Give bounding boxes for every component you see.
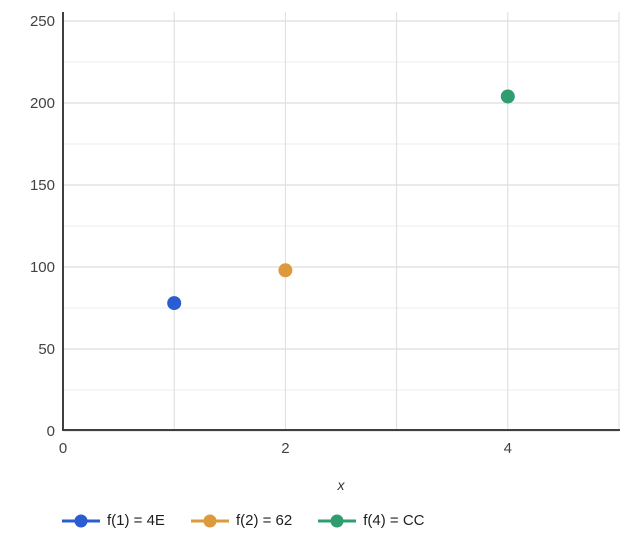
y-tick-label: 150 xyxy=(30,177,55,194)
legend-item: f(2) = 62 xyxy=(190,512,293,529)
legend-item: f(1) = 4E xyxy=(62,512,165,529)
data-point xyxy=(167,296,182,311)
data-point xyxy=(500,89,515,104)
x-tick-label: 0 xyxy=(59,440,67,457)
legend: f(1) = 4E f(2) = 62 f(4) = CC xyxy=(62,512,425,529)
x-tick-label: 4 xyxy=(504,440,512,457)
x-axis-title: x xyxy=(337,477,345,493)
y-tick-label: 0 xyxy=(47,423,55,440)
legend-marker-icon xyxy=(190,514,229,527)
x-tick-label: 2 xyxy=(281,440,289,457)
y-tick-label: 50 xyxy=(38,341,55,358)
data-point xyxy=(278,263,293,278)
legend-label: f(2) = 62 xyxy=(235,512,293,529)
legend-label: f(1) = 4E xyxy=(107,512,165,529)
y-tick-label: 250 xyxy=(30,13,55,30)
legend-label: f(4) = CC xyxy=(363,512,425,529)
y-tick-label: 200 xyxy=(30,95,55,112)
legend-marker-icon xyxy=(62,514,100,527)
y-tick-label: 100 xyxy=(30,259,55,276)
legend-item: f(4) = CC xyxy=(318,512,425,529)
legend-marker-icon xyxy=(318,514,357,527)
